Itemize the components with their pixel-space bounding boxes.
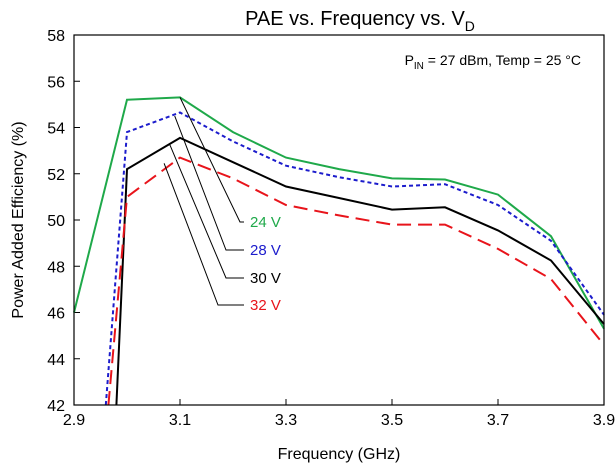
series-label-24v: 24 V [250,214,281,231]
conditions-annotation: PIN = 27 dBm, Temp = 25 °C [405,52,581,72]
leader-line-32v [163,163,244,306]
leader-line-28v [174,115,244,251]
y-tick-label: 46 [47,306,65,323]
y-tick-label: 54 [47,121,65,138]
y-tick-label: 50 [47,213,65,230]
series-line-28v [104,111,605,406]
annotation-sub: IN [414,61,424,72]
x-tick-label: 3.9 [593,412,615,429]
series-lines [73,96,605,406]
legend-leaders [163,97,244,306]
y-axis-label: Power Added Efficiency (%) [10,121,27,318]
series-line-30v [115,136,605,406]
series-line-32v [107,156,605,406]
leader-line-30v [168,143,244,279]
annotation-rest: = 27 dBm, Temp = 25 °C [424,52,581,68]
y-tick-label: 58 [47,28,65,45]
chart-title-main: PAE vs. Frequency vs. V [245,8,465,30]
chart-title-sub: D [465,18,475,34]
series-labels: 24 V 28 V 30 V 32 V [250,214,281,314]
x-tick-label: 3.7 [487,412,509,429]
plot-frame [73,34,605,406]
series-line-24v [73,96,605,330]
x-tick-label: 2.9 [63,412,85,429]
series-label-28v: 28 V [250,242,281,259]
y-tick-label: 52 [47,167,65,184]
annotation-p: P [405,52,414,68]
y-tick-label: 56 [47,74,65,91]
x-tick-label: 3.1 [169,412,191,429]
x-tick-label: 3.3 [275,412,297,429]
chart-title: PAE vs. Frequency vs. VD [245,8,475,34]
series-label-30v: 30 V [250,270,281,287]
x-axis-label: Frequency (GHz) [278,446,401,463]
series-label-32v: 32 V [250,297,281,314]
y-tick-label: 42 [47,398,65,415]
x-tick-label: 3.5 [381,412,403,429]
axis-ticks: 42 44 46 48 50 52 54 56 58 2.9 3.1 3.3 3.5 3.7 3.9 [47,28,615,429]
y-tick-label: 44 [47,352,65,369]
y-tick-label: 48 [47,259,65,276]
leader-line-24v [179,97,244,223]
